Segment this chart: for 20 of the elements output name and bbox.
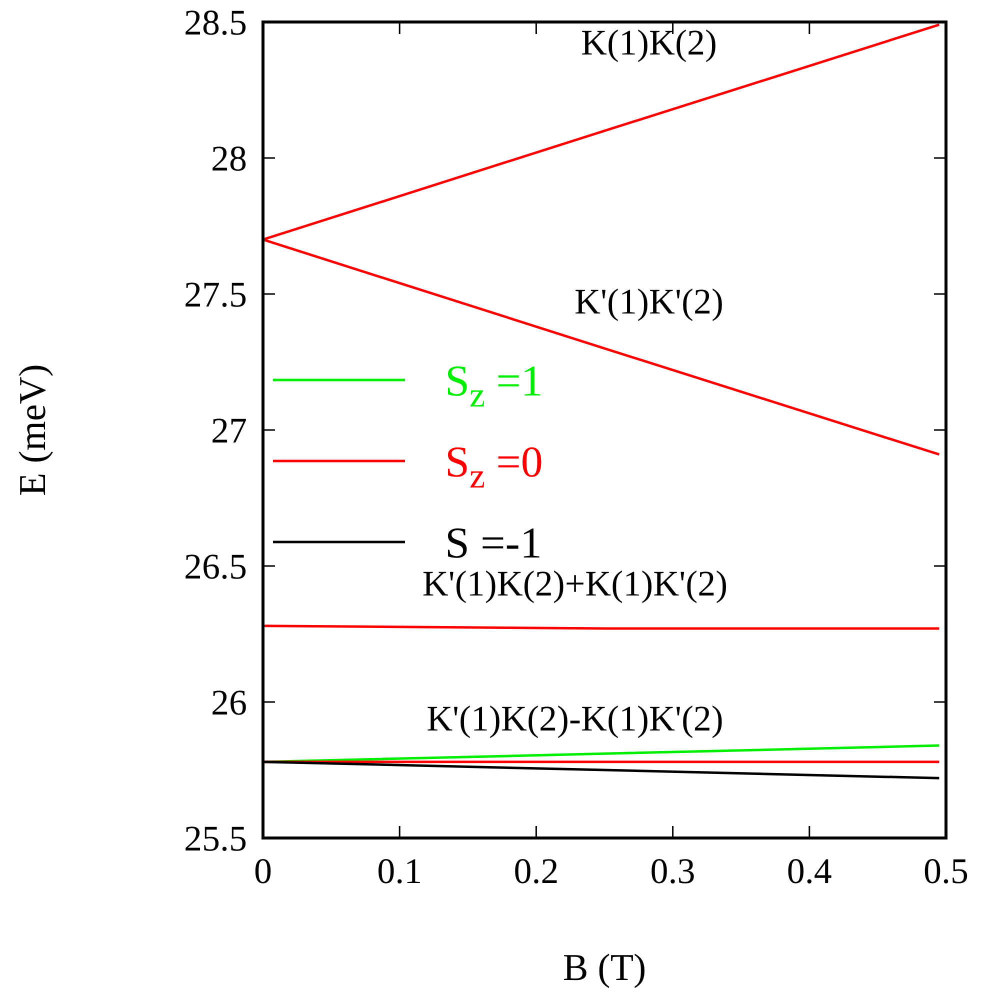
- y-axis-title: E (meV): [12, 364, 54, 496]
- x-tick-label: 0.5: [924, 851, 968, 891]
- x-tick-label: 0.3: [650, 851, 696, 891]
- y-tick-label: 27: [211, 410, 247, 451]
- legend-label: S$_{z}$ =1: [445, 356, 543, 414]
- x-tick-label: 0.4: [786, 851, 832, 891]
- y-tick-label: 27.5: [184, 274, 247, 315]
- x-tick-label: 0.2: [514, 851, 559, 891]
- x-tick-label: 0: [254, 851, 272, 891]
- annotation: K(1)K(2): [581, 22, 717, 63]
- annotation: K'(1)K(2)-K(1)K'(2): [426, 698, 724, 739]
- y-tick-label: 28: [211, 138, 247, 179]
- y-tick-label: 26.5: [184, 546, 247, 587]
- y-tick-label: 25.5: [184, 818, 247, 859]
- y-tick-label: 26: [211, 682, 247, 723]
- y-tick-label: 28.5: [184, 2, 247, 43]
- legend-label: S$_{z}$ =0: [445, 437, 543, 495]
- annotation: K'(1)K'(2): [574, 282, 724, 322]
- x-tick-label: 0.1: [377, 851, 422, 891]
- x-axis-title: B (T): [562, 947, 646, 989]
